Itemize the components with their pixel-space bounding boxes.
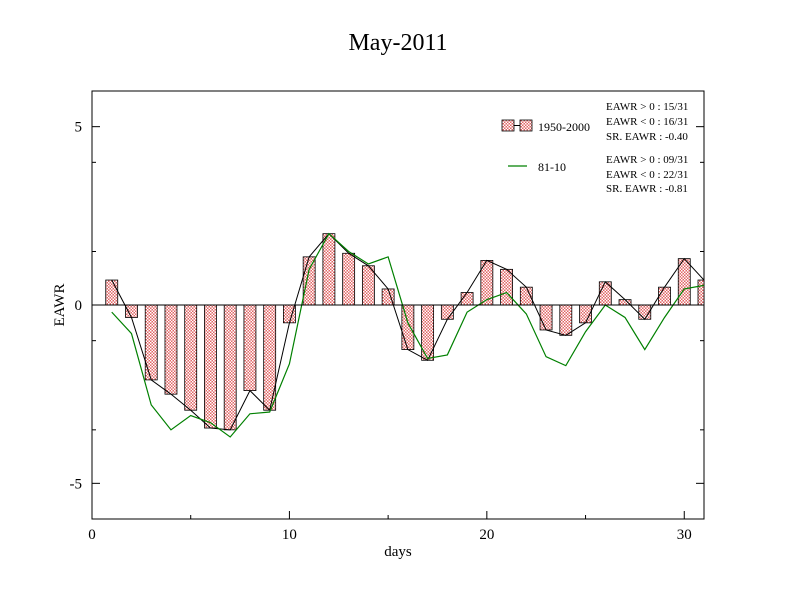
y-tick-label: 5 (75, 120, 83, 136)
series-line-1950-2000 (111, 232, 705, 431)
legend: 1950-2000 81-10 (501, 119, 590, 174)
annotation-1-line-2: EAWR < 0 : 16/31 (606, 116, 688, 128)
bar-day-29 (658, 286, 671, 306)
bars-layer (105, 233, 705, 431)
bar-day-31 (697, 279, 705, 306)
annotation-1-line-3: SR. EAWR : -0.40 (606, 131, 688, 143)
bar-day-18 (440, 304, 454, 320)
legend-label-81-10: 81-10 (538, 160, 566, 174)
stats-annotations: EAWR > 0 : 15/31 EAWR < 0 : 16/31 SR. EA… (606, 101, 688, 195)
bar-day-11 (302, 256, 316, 306)
legend-swatch-bar-right (519, 119, 533, 132)
bar-day-6 (204, 304, 217, 429)
x-tick-label: 10 (282, 527, 297, 543)
annotation-2-line-2: EAWR < 0 : 22/31 (606, 169, 688, 181)
legend-swatch-bar-left (501, 119, 515, 132)
axes-layer: 0 10 20 30 -5 0 5 (70, 120, 704, 543)
annotation-2-line-3: SR. EAWR : -0.81 (606, 183, 688, 195)
bar-day-16 (401, 304, 415, 350)
bar-day-2 (125, 304, 138, 318)
bar-day-23 (539, 304, 553, 331)
legend-label-1950-2000: 1950-2000 (538, 120, 590, 134)
y-tick-label: 0 (75, 298, 83, 314)
bar-day-12 (322, 233, 336, 306)
bar-day-1 (105, 279, 119, 306)
bar-day-4 (164, 304, 178, 395)
legend-item-81-10: 81-10 (508, 160, 566, 174)
bar-day-3 (144, 304, 158, 381)
bar-day-21 (500, 268, 513, 306)
y-tick-label: -5 (70, 476, 83, 492)
x-tick-label: 30 (677, 527, 692, 543)
chart-title: May-2011 (348, 30, 447, 56)
y-axis-label: EAWR (52, 284, 68, 327)
bar-day-7 (223, 304, 237, 431)
x-tick-label: 0 (88, 527, 96, 543)
bar-day-8 (243, 304, 257, 391)
annotation-1-line-1: EAWR > 0 : 15/31 (606, 101, 688, 113)
x-tick-label: 20 (479, 527, 494, 543)
annotation-2-line-1: EAWR > 0 : 09/31 (606, 154, 688, 166)
bar-day-5 (184, 304, 198, 411)
bar-day-9 (263, 304, 277, 411)
x-axis-label: days (384, 544, 412, 560)
bar-day-24 (559, 304, 573, 336)
bar-day-14 (361, 265, 375, 306)
bar-day-30 (677, 258, 691, 306)
legend-item-1950-2000: 1950-2000 (501, 119, 590, 134)
bar-day-13 (342, 252, 356, 306)
